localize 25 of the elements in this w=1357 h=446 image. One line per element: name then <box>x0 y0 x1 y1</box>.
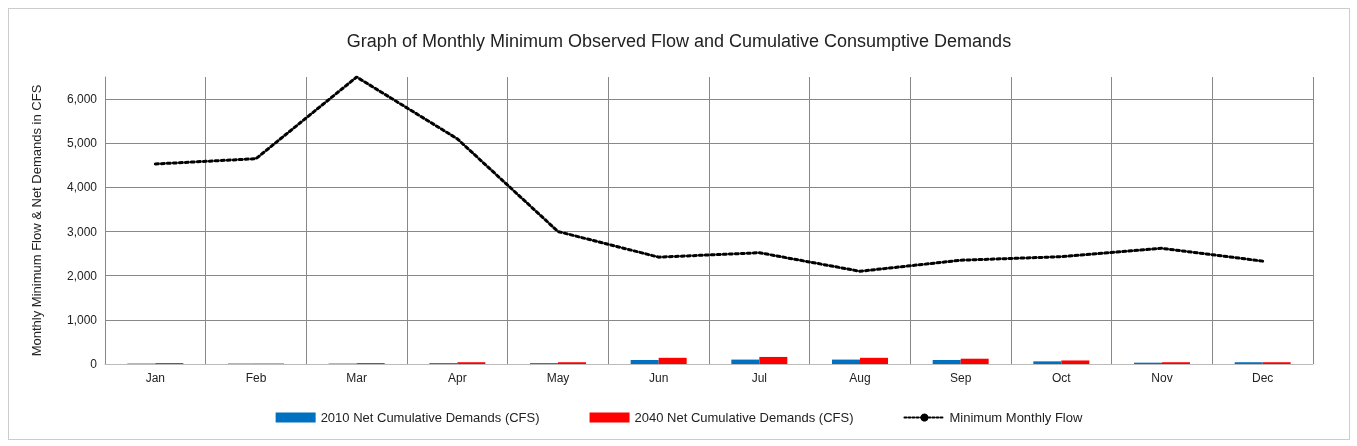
line-series <box>153 75 1265 273</box>
y-tick-label: 4,000 <box>66 180 98 195</box>
y-tick-label: 0 <box>90 357 98 371</box>
y-tick-label: 5,000 <box>66 136 98 151</box>
x-tick-label: Nov <box>1151 371 1173 385</box>
y-tick-label: 3,000 <box>66 224 98 239</box>
x-tick-label: Feb <box>245 371 267 385</box>
x-tick-label: Sep <box>949 371 972 385</box>
x-tick-label: Jul <box>751 371 768 385</box>
legend-label: 2010 Net Cumulative Demands (CFS) <box>320 410 540 425</box>
y-tick-label: 1,000 <box>66 312 98 327</box>
y-tick-label: 2,000 <box>66 268 98 283</box>
x-tick-label: Apr <box>447 371 467 385</box>
x-tick-label: Dec <box>1251 371 1274 385</box>
legend-label: 2040 Net Cumulative Demands (CFS) <box>634 410 854 425</box>
x-tick-label: Jun <box>648 371 669 385</box>
x-tick-label: Jan <box>145 371 166 385</box>
x-tick-label: Mar <box>346 371 367 385</box>
y-axis-title: Monthly Minimum Flow & Net Demands in CFS <box>29 84 44 357</box>
chart-title: Graph of Monthly Minimum Observed Flow and Cumulative Consumptive Demands <box>346 31 1012 51</box>
x-tick-label: Oct <box>1052 371 1072 385</box>
x-tick-label: May <box>546 371 570 385</box>
y-tick-label: 6,000 <box>66 92 98 107</box>
x-tick-label: Aug <box>849 371 871 385</box>
legend-label: Minimum Monthly Flow <box>949 410 1083 425</box>
